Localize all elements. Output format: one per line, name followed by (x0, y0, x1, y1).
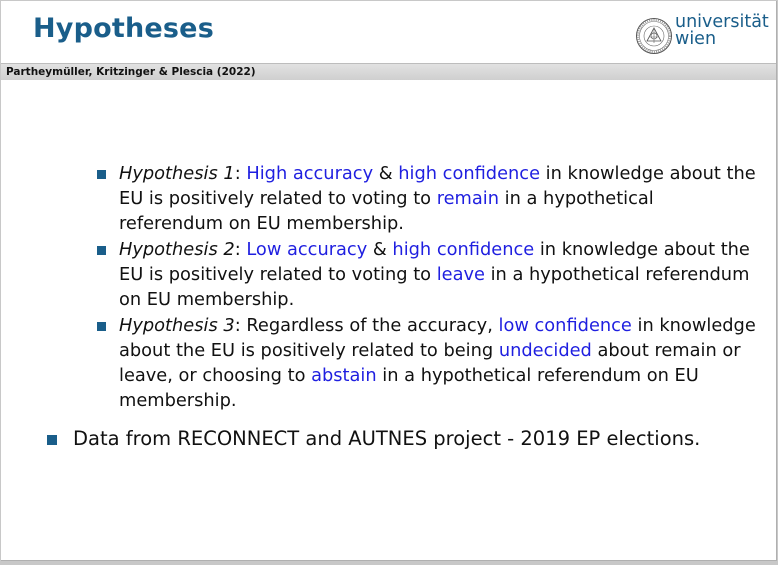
bullet-icon (97, 246, 106, 255)
highlight-term: undecided (498, 340, 592, 361)
hypotheses-list: Hypothesis 1: High accuracy & high confi… (97, 161, 761, 414)
text-segment: : (234, 239, 247, 260)
data-note-item: Data from RECONNECT and AUTNES project -… (47, 426, 767, 452)
highlight-term: High accuracy (246, 163, 374, 184)
text-segment: in a hypothetical referendum on EU membe… (119, 365, 699, 411)
bullet-icon (47, 435, 57, 445)
bullet-icon (97, 170, 106, 179)
university-seal-icon (636, 18, 672, 54)
highlight-term: remain (436, 188, 499, 209)
hypothesis-item: Hypothesis 1: High accuracy & high confi… (97, 161, 761, 236)
highlight-term: leave (436, 264, 485, 285)
text-segment: in a hypothetical referendum on EU membe… (119, 264, 750, 310)
slide-title: Hypotheses (33, 13, 214, 44)
text-segment: about remain or leave, or choosing to (119, 340, 741, 386)
hypothesis-label: Hypothesis 2 (119, 239, 235, 260)
bullet-icon (97, 322, 106, 331)
highlight-term: high confidence (392, 239, 535, 260)
text-segment: & (367, 239, 393, 260)
hypothesis-label: Hypothesis 1 (119, 163, 235, 184)
university-logo: universität wien (635, 13, 769, 57)
logo-line-2: wien (675, 29, 717, 49)
highlight-term: Low accuracy (246, 239, 368, 260)
text-segment: : (234, 163, 247, 184)
text-segment: in a hypothetical referendum on EU membe… (119, 188, 654, 234)
hypothesis-item: Hypothesis 2: Low accuracy & high confid… (97, 237, 761, 312)
data-note-list: Data from RECONNECT and AUTNES project -… (47, 426, 767, 452)
hypothesis-item: Hypothesis 3: Regardless of the accuracy… (97, 313, 761, 413)
highlight-term: low confidence (498, 315, 632, 336)
highlight-term: high confidence (398, 163, 541, 184)
text-segment: in knowledge about the EU is positively … (119, 163, 756, 209)
university-wordmark: universität wien (675, 12, 769, 49)
hypothesis-label: Hypothesis 3 (119, 315, 235, 336)
text-segment: in knowledge about the EU is positively … (119, 239, 750, 285)
citation-text: Partheymüller, Kritzinger & Plescia (202… (6, 66, 256, 78)
highlight-term: abstain (311, 365, 377, 386)
text-segment: : Regardless of the accuracy, (234, 315, 499, 336)
text-segment: & (373, 163, 399, 184)
text-segment: in knowledge about the EU is positively … (119, 315, 756, 361)
logo-line-1: universität (675, 12, 769, 32)
citation-bar: Partheymüller, Kritzinger & Plescia (202… (1, 63, 776, 80)
data-note-text: Data from RECONNECT and AUTNES project -… (73, 427, 701, 450)
